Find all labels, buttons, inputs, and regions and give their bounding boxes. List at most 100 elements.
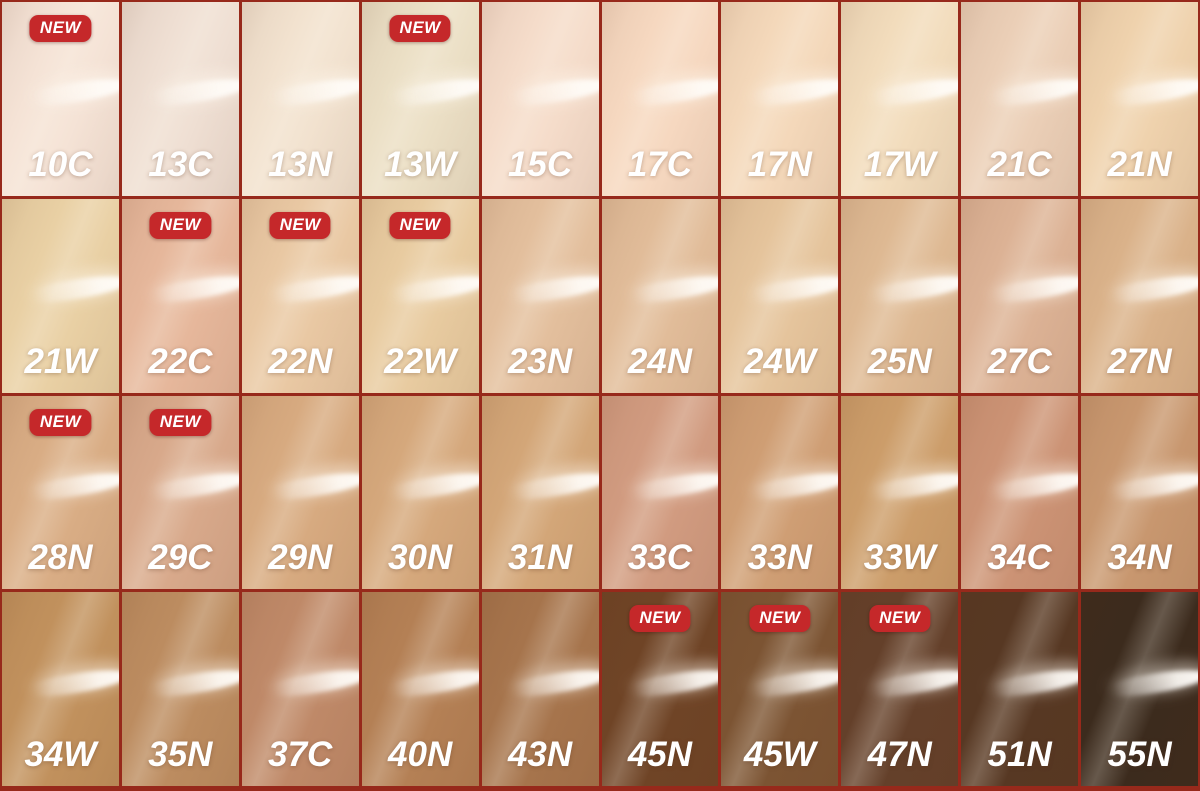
shade-swatch-17c[interactable]: 17C xyxy=(601,2,719,196)
shade-code-label: 13C xyxy=(148,144,213,184)
shade-swatch-27c[interactable]: 27C xyxy=(961,198,1079,393)
shade-swatch-34c[interactable]: 34C xyxy=(961,395,1079,590)
product-swipe-highlight xyxy=(617,664,719,702)
shade-swatch-45w[interactable]: NEW 45W xyxy=(721,592,839,786)
product-swipe-highlight xyxy=(17,271,119,309)
shade-swatch-13w[interactable]: NEW 13W xyxy=(361,2,479,196)
product-swipe-highlight xyxy=(257,74,359,112)
shade-swatch-25n[interactable]: 25N xyxy=(841,198,959,393)
product-swipe-highlight xyxy=(1096,664,1198,702)
shade-swatch-37c[interactable]: 37C xyxy=(241,592,359,786)
shade-code-label: 24N xyxy=(627,341,693,381)
shade-swatch-34w[interactable]: 34W xyxy=(2,592,119,786)
shade-swatch-35n[interactable]: 35N xyxy=(121,592,239,786)
shade-swatch-21n[interactable]: 21N xyxy=(1081,2,1198,196)
shade-swatch-40n[interactable]: 40N xyxy=(361,592,479,786)
product-swipe-highlight xyxy=(377,468,479,505)
shade-swatch-29c[interactable]: NEW 29C xyxy=(121,395,239,590)
shade-swatch-47n[interactable]: NEW 47N xyxy=(841,592,959,786)
shade-swatch-17n[interactable]: 17N xyxy=(721,2,839,196)
product-swipe-highlight xyxy=(257,271,359,309)
shade-swatch-10c[interactable]: NEW 10C xyxy=(2,2,119,196)
product-swipe-highlight xyxy=(377,271,479,309)
shade-swatch-33n[interactable]: 33N xyxy=(721,395,839,590)
new-badge: NEW xyxy=(149,211,211,239)
shade-swatch-21c[interactable]: 21C xyxy=(961,2,1079,196)
product-swipe-highlight xyxy=(497,664,599,702)
new-badge: NEW xyxy=(869,605,931,633)
product-swipe-highlight xyxy=(736,74,839,112)
shade-swatch-13c[interactable]: 13C xyxy=(121,2,239,196)
shade-swatch-45n[interactable]: NEW 45N xyxy=(601,592,719,786)
shade-swatch-21w[interactable]: 21W xyxy=(2,198,119,393)
shade-code-label: 37C xyxy=(268,735,333,774)
product-swipe-highlight xyxy=(736,664,839,702)
shade-swatch-28n[interactable]: NEW 28N xyxy=(2,395,119,590)
shade-swatch-34n[interactable]: 34N xyxy=(1081,395,1198,590)
shade-code-label: 21W xyxy=(24,341,97,381)
product-swipe-highlight xyxy=(137,468,239,505)
shade-swatch-51n[interactable]: 51N xyxy=(961,592,1079,786)
shade-code-label: 17W xyxy=(863,144,936,184)
shade-code-label: 47N xyxy=(867,735,932,774)
product-swipe-highlight xyxy=(736,468,839,505)
shade-swatch-33w[interactable]: 33W xyxy=(841,395,959,590)
shade-code-label: 40N xyxy=(388,735,453,774)
shade-code-label: 27C xyxy=(987,341,1052,381)
product-swipe-highlight xyxy=(976,74,1079,112)
new-badge: NEW xyxy=(269,211,331,239)
product-swipe-highlight xyxy=(617,74,719,112)
shade-swatch-27n[interactable]: 27N xyxy=(1081,198,1198,393)
shade-swatch-30n[interactable]: 30N xyxy=(361,395,479,590)
product-swipe-highlight xyxy=(137,74,239,112)
shade-code-label: 27N xyxy=(1107,341,1172,381)
shade-swatch-29n[interactable]: 29N xyxy=(241,395,359,590)
shade-code-label: 23N xyxy=(507,341,573,381)
shade-code-label: 34N xyxy=(1107,538,1172,578)
shade-swatch-24w[interactable]: 24W xyxy=(721,198,839,393)
shade-code-label: 31N xyxy=(507,538,573,578)
shade-code-label: 29C xyxy=(148,538,213,578)
shade-swatch-33c[interactable]: 33C xyxy=(601,395,719,590)
new-badge: NEW xyxy=(389,15,451,42)
product-swipe-highlight xyxy=(257,664,359,702)
shade-swatch-23n[interactable]: 23N xyxy=(481,198,599,393)
shade-code-label: 24W xyxy=(743,341,816,381)
product-swipe-highlight xyxy=(17,664,119,702)
new-badge: NEW xyxy=(149,408,211,436)
shade-swatch-31n[interactable]: 31N xyxy=(481,395,599,590)
shade-code-label: 55N xyxy=(1107,735,1172,774)
product-swipe-highlight xyxy=(377,74,479,112)
shade-swatch-15c[interactable]: 15C xyxy=(481,2,599,196)
product-swipe-highlight xyxy=(497,74,599,112)
shade-code-label: 45N xyxy=(627,735,693,774)
shade-code-label: 28N xyxy=(28,538,93,578)
product-swipe-highlight xyxy=(736,271,839,309)
product-swipe-highlight xyxy=(856,74,959,112)
product-swipe-highlight xyxy=(1096,468,1198,505)
shade-swatch-17w[interactable]: 17W xyxy=(841,2,959,196)
product-swipe-highlight xyxy=(617,468,719,505)
product-swipe-highlight xyxy=(17,468,119,505)
shade-code-label: 34W xyxy=(24,735,97,774)
shade-code-label: 33W xyxy=(863,538,936,578)
product-swipe-highlight xyxy=(257,468,359,505)
shade-swatch-43n[interactable]: 43N xyxy=(481,592,599,786)
shade-swatch-13n[interactable]: 13N xyxy=(241,2,359,196)
shade-swatch-22w[interactable]: NEW 22W xyxy=(361,198,479,393)
shade-swatch-22c[interactable]: NEW 22C xyxy=(121,198,239,393)
product-swipe-highlight xyxy=(856,271,959,309)
product-swipe-highlight xyxy=(17,74,119,112)
product-swipe-highlight xyxy=(497,468,599,505)
shade-code-label: 34C xyxy=(987,538,1052,578)
shade-code-label: 13N xyxy=(268,144,333,184)
shade-swatch-55n[interactable]: 55N xyxy=(1081,592,1198,786)
shade-code-label: 45W xyxy=(743,735,816,774)
shade-code-label: 22C xyxy=(148,341,213,381)
shade-swatch-22n[interactable]: NEW 22N xyxy=(241,198,359,393)
product-swipe-highlight xyxy=(1096,74,1198,112)
shade-swatch-24n[interactable]: 24N xyxy=(601,198,719,393)
new-badge: NEW xyxy=(29,15,92,42)
shade-code-label: 21N xyxy=(1107,144,1172,184)
